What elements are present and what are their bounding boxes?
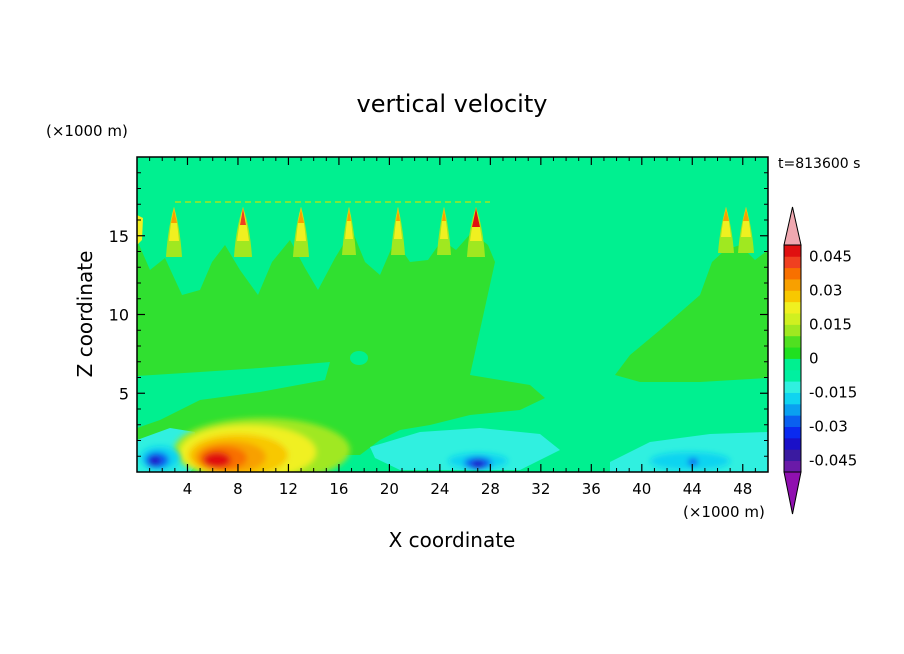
colorbar-swatch (784, 415, 801, 427)
colorbar-swatch (784, 460, 801, 473)
colorbar-swatch (784, 392, 801, 405)
plume (234, 207, 252, 257)
colorbar-swatch (784, 403, 801, 416)
colorbar-tick-label: -0.015 (809, 384, 857, 402)
plume (437, 207, 451, 255)
y-tick-label: 5 (119, 384, 129, 403)
colorbar-tick-label: -0.03 (809, 418, 848, 436)
plume (293, 207, 309, 257)
colorbar-swatch (784, 381, 801, 393)
y-tick-label: 10 (109, 306, 129, 325)
x-unit-label: (×1000 m) (683, 503, 765, 521)
chart-title: vertical velocity (357, 90, 548, 118)
colorbar-swatch (784, 245, 801, 257)
colorbar-tick-label: -0.045 (809, 452, 857, 470)
colorbar-swatch (784, 279, 801, 291)
x-tick-label: 40 (632, 480, 651, 498)
colorbar-swatch (784, 449, 801, 462)
y-axis-label: Z coordinate (73, 251, 97, 378)
x-tick-label: 36 (582, 480, 601, 498)
colorbar-swatch (784, 324, 801, 337)
y-tick-label: 15 (109, 227, 129, 246)
colorbar-tick-label: 0.015 (809, 315, 852, 333)
x-tick-label: 20 (380, 480, 399, 498)
y-axis: 5 10 15 (109, 172, 768, 457)
colorbar-swatch (784, 256, 801, 269)
colorbar-tick-label: 0.045 (809, 247, 852, 265)
x-tick-label: 24 (430, 480, 449, 498)
colorbar-swatch (784, 335, 801, 348)
x-tick-label: 4 (183, 480, 193, 498)
y-unit-label: (×1000 m) (46, 122, 128, 140)
plume (718, 207, 734, 253)
field-region-edge-updraft (137, 215, 143, 245)
field-downdraft-cores (140, 446, 730, 470)
field-region-small-cell (350, 351, 368, 365)
field-region-weak-downdraft-left (137, 362, 330, 428)
colorbar-swatch (784, 290, 801, 303)
x-tick-label: 12 (279, 480, 298, 498)
colorbar-swatch (784, 313, 801, 325)
x-tick-label: 28 (481, 480, 500, 498)
colorbar-swatch (784, 358, 801, 371)
plot-area (137, 157, 768, 472)
x-tick-label: 48 (733, 480, 752, 498)
colorbar-swatch (784, 301, 801, 314)
colorbar-tick-label: 0.03 (809, 281, 842, 299)
field-region-weak-updraft-right (615, 245, 768, 382)
colorbar-tick-label: 0 (809, 350, 819, 368)
field-bubble-updraft (174, 418, 350, 472)
plume (738, 207, 754, 253)
field-plumes (137, 201, 754, 257)
x-axis-label: X coordinate (389, 528, 516, 552)
colorbar-swatch (784, 437, 801, 450)
time-label: t=813600 s (778, 156, 860, 172)
plume (391, 207, 405, 255)
colorbar-under-arrow (783, 471, 802, 515)
x-tick-label: 44 (683, 480, 702, 498)
plume (166, 207, 182, 257)
colorbar-frame (783, 244, 802, 473)
field-region-weak-updraft (137, 230, 545, 455)
x-tick-label: 16 (329, 480, 348, 498)
x-tick-label: 32 (531, 480, 550, 498)
plume (342, 207, 356, 255)
colorbar-over-arrow (783, 206, 802, 246)
x-axis: 4 8 12 16 20 24 28 32 36 40 44 48 (149, 157, 756, 498)
x-tick-label: 8 (233, 480, 243, 498)
colorbar-swatch (784, 267, 801, 280)
plume (467, 207, 485, 257)
colorbar-swatch (784, 347, 801, 359)
colorbar: 0.045 0.03 0.015 0 -0.015 -0.03 -0.045 (783, 206, 857, 515)
colorbar-swatch (784, 426, 801, 439)
colorbar-swatch (784, 369, 801, 382)
field-region-low-downdraft (370, 428, 560, 470)
